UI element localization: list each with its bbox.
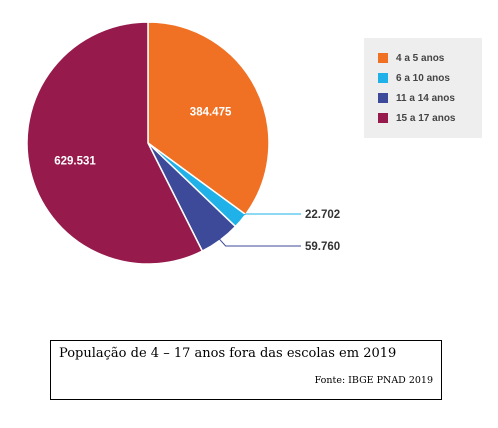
legend-item-6-10: 6 a 10 anos (378, 68, 482, 88)
legend-swatch (378, 113, 388, 123)
legend-label: 4 a 5 anos (396, 52, 445, 64)
legend-swatch (378, 93, 388, 103)
legend-label: 15 a 17 anos (396, 112, 456, 124)
legend-item-4-5: 4 a 5 anos (378, 48, 482, 68)
legend: 4 a 5 anos 6 a 10 anos 11 a 14 anos 15 a… (364, 38, 482, 138)
slice-4-5-anos (147, 21, 270, 216)
legend-label: 11 a 14 anos (396, 92, 455, 104)
leader-line (217, 236, 301, 247)
value-label-4-5: 384.475 (190, 106, 232, 118)
legend-label: 6 a 10 anos (396, 72, 450, 84)
leader-line (237, 213, 301, 219)
caption-source: Fonte: IBGE PNAD 2019 (314, 375, 433, 386)
value-label-11-14: 59.760 (305, 241, 340, 253)
legend-swatch (378, 53, 388, 63)
legend-item-15-17: 15 a 17 anos (378, 108, 482, 128)
caption-box: População de 4 – 17 anos fora das escola… (50, 340, 442, 400)
value-label-6-10: 22.702 (305, 209, 340, 221)
legend-item-11-14: 11 a 14 anos (378, 88, 482, 108)
value-label-15-17: 629.531 (54, 155, 96, 167)
slice-15-17-anos (26, 21, 204, 265)
caption-title: População de 4 – 17 anos fora das escola… (59, 346, 397, 361)
legend-swatch (378, 73, 388, 83)
